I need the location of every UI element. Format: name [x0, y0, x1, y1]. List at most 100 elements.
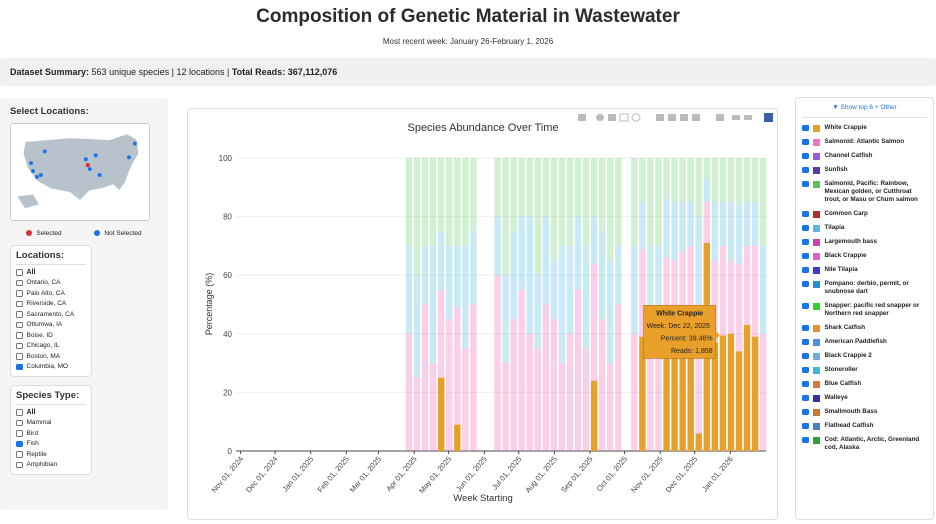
legend-label: Salmonid: Atlantic Salmon [824, 138, 905, 145]
legend-checkbox[interactable] [802, 166, 809, 173]
legend-checkbox[interactable] [802, 338, 809, 345]
legend-checkbox[interactable] [802, 422, 809, 429]
legend-item[interactable]: Pompano: derbio, permit, or snubnose dar… [802, 280, 927, 296]
checkbox[interactable] [16, 363, 23, 370]
checkbox[interactable] [16, 342, 23, 349]
tool-camera[interactable] [578, 114, 586, 121]
legend-item[interactable]: Black Crappie [802, 252, 927, 260]
legend-checkbox[interactable] [802, 366, 809, 373]
legend-item[interactable]: Largemouth bass [802, 238, 927, 246]
legend-checkbox[interactable] [802, 252, 809, 259]
legend-checkbox[interactable] [802, 238, 809, 245]
tool-spike[interactable] [716, 114, 724, 121]
option[interactable]: All [16, 267, 86, 278]
bar-segment [494, 216, 501, 276]
tool-reset[interactable] [692, 114, 700, 121]
legend-checkbox[interactable] [802, 436, 809, 443]
legend-item[interactable]: Snapper: pacific red snapper or Northern… [802, 302, 927, 318]
location-map[interactable] [10, 123, 150, 221]
legend-item[interactable]: American Paddlefish [802, 338, 927, 346]
tool-zoom-out[interactable] [668, 114, 676, 121]
tool-lasso[interactable] [631, 113, 641, 122]
option[interactable]: Palo Alto, CA [16, 288, 86, 299]
x-tick-label: May 01, 2025 [417, 455, 453, 496]
option[interactable]: Reptile [16, 449, 86, 460]
option[interactable]: Chicago, IL [16, 341, 86, 352]
option[interactable]: All [16, 407, 86, 418]
legend-checkbox[interactable] [802, 152, 809, 159]
legend-checkbox[interactable] [802, 280, 809, 287]
legend-item[interactable]: Flathead Catfish [802, 422, 927, 430]
legend-item[interactable]: Sunfish [802, 166, 927, 174]
option[interactable]: Ottumwa, IA [16, 320, 86, 331]
option[interactable]: Mammal [16, 418, 86, 429]
option[interactable]: Fish [16, 439, 86, 450]
legend-item[interactable]: White Crappie [802, 124, 927, 132]
option[interactable]: Ontario, CA [16, 278, 86, 289]
legend-item[interactable]: Smallmouth Bass [802, 408, 927, 416]
option[interactable]: Columbia, MO [16, 362, 86, 373]
legend-swatch [812, 338, 820, 346]
checkbox[interactable] [16, 419, 23, 426]
legend-item[interactable]: Salmonid: Atlantic Salmon [802, 138, 927, 146]
tool-zoom-in[interactable] [656, 114, 664, 121]
tool-autoscale[interactable] [680, 114, 688, 121]
legend-item[interactable]: Cod: Atlantic, Arctic, Greenland cod, Al… [802, 436, 927, 452]
legend-checkbox[interactable] [802, 124, 809, 131]
legend-item[interactable]: Salmonid, Pacific: Rainbow, Mexican gold… [802, 180, 927, 204]
checkbox[interactable] [16, 451, 23, 458]
legend-item[interactable]: Common Carp [802, 210, 927, 218]
tool-hover-closest[interactable] [732, 115, 740, 120]
legend-checkbox[interactable] [802, 324, 809, 331]
legend-checkbox[interactable] [802, 138, 809, 145]
checkbox[interactable] [16, 300, 23, 307]
bar-segment [631, 158, 638, 246]
legend-toggle[interactable]: ▼ Show top 6 + Other [802, 104, 927, 118]
bar-segment [719, 201, 727, 246]
legend-checkbox[interactable] [802, 224, 809, 231]
checkbox[interactable] [16, 332, 23, 339]
legend-checkbox[interactable] [802, 380, 809, 387]
legend-item[interactable]: Nile Tilapia [802, 266, 927, 274]
checkbox[interactable] [16, 290, 23, 297]
legend-item[interactable]: Black Crappie 2 [802, 352, 927, 360]
legend-checkbox[interactable] [802, 210, 809, 217]
legend-checkbox[interactable] [802, 394, 809, 401]
tool-zoom[interactable] [596, 114, 604, 121]
legend-item[interactable]: Walleye [802, 394, 927, 402]
tool-pan[interactable] [608, 114, 616, 121]
checkbox[interactable] [16, 269, 23, 276]
bar-segment [518, 216, 525, 290]
checkbox[interactable] [16, 461, 23, 468]
tool-logo[interactable] [764, 113, 773, 122]
bar-segment [607, 158, 614, 261]
checkbox[interactable] [16, 321, 23, 328]
tool-hover-compare[interactable] [744, 115, 752, 120]
checkbox[interactable] [16, 311, 23, 318]
option[interactable]: Sacramento, CA [16, 309, 86, 320]
legend-item[interactable]: Blue Catfish [802, 380, 927, 388]
option[interactable]: Boise, ID [16, 330, 86, 341]
legend-item[interactable]: Shark Catfish [802, 324, 927, 332]
checkbox[interactable] [16, 440, 23, 447]
bar-segment [687, 201, 694, 246]
legend-item[interactable]: Stoneroller [802, 366, 927, 374]
checkbox[interactable] [16, 279, 23, 286]
bar-segment [639, 336, 646, 451]
legend-item[interactable]: Channel Catfish [802, 152, 927, 160]
legend-checkbox[interactable] [802, 352, 809, 359]
checkbox[interactable] [16, 409, 23, 416]
legend-checkbox[interactable] [802, 408, 809, 415]
legend-checkbox[interactable] [802, 180, 809, 187]
checkbox[interactable] [16, 430, 23, 437]
y-tick-label: 0 [228, 447, 233, 456]
option[interactable]: Amphibian [16, 460, 86, 471]
option[interactable]: Boston, MA [16, 351, 86, 362]
legend-checkbox[interactable] [802, 266, 809, 273]
legend-checkbox[interactable] [802, 302, 809, 309]
option[interactable]: Bird [16, 428, 86, 439]
legend-item[interactable]: Tilapia [802, 224, 927, 232]
checkbox[interactable] [16, 353, 23, 360]
option[interactable]: Riverside, CA [16, 299, 86, 310]
tool-select[interactable] [619, 113, 629, 122]
